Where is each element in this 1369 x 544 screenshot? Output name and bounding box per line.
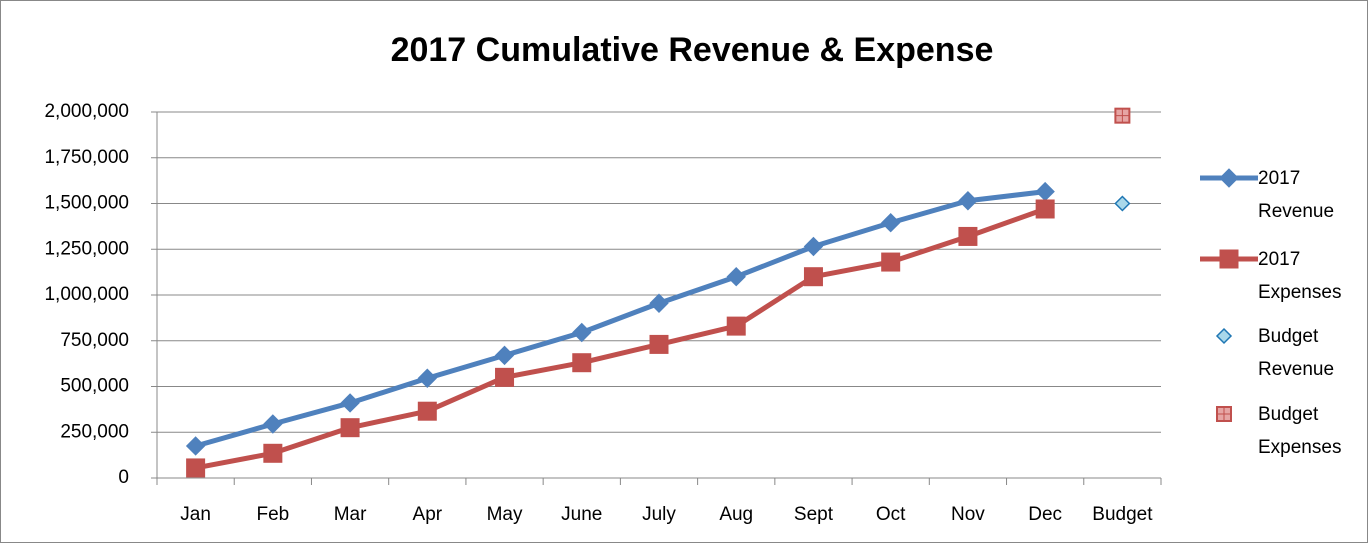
legend-entry: Budget Revenue (1200, 320, 1365, 386)
marker (1035, 199, 1055, 219)
legend-entry: 2017 Expenses (1200, 243, 1365, 309)
x-tick-label: May (487, 504, 523, 525)
marker (495, 367, 515, 387)
y-tick-label: 750,000 (60, 330, 129, 351)
marker-grid (1115, 108, 1130, 123)
marker (726, 316, 746, 336)
marker (649, 334, 669, 354)
legend-label: Budget Revenue (1258, 326, 1335, 380)
x-tick-label: Nov (951, 504, 985, 525)
legend-icon (1216, 406, 1232, 422)
x-tick-label: Mar (334, 504, 367, 525)
marker (1219, 168, 1239, 188)
legend-label: Budget Expenses (1258, 404, 1342, 458)
marker (1114, 195, 1131, 212)
marker (340, 393, 360, 413)
x-tick-label: Jan (180, 504, 211, 525)
y-tick-label: 1,500,000 (44, 193, 129, 214)
legend-icon (1215, 327, 1233, 345)
marker (726, 266, 746, 287)
legend-label: 2017 Revenue (1258, 168, 1335, 222)
x-tick-label: Aug (719, 504, 753, 525)
y-tick-label: 0 (118, 467, 129, 488)
x-tick-label: Apr (413, 504, 443, 525)
marker (186, 458, 206, 478)
marker (1215, 327, 1233, 345)
x-tick-label: Sept (794, 504, 834, 525)
y-tick-label: 2,000,000 (44, 101, 129, 122)
y-tick-label: 1,750,000 (44, 147, 129, 168)
marker (340, 418, 360, 438)
marker (880, 213, 901, 233)
chart-title: 2017 Cumulative Revenue & Expense (391, 31, 994, 69)
marker (572, 353, 592, 373)
marker (958, 226, 978, 246)
series-line (194, 189, 1046, 449)
x-tick-label: June (561, 504, 602, 525)
marker (417, 401, 437, 421)
marker (263, 443, 283, 463)
x-tick-label: Dec (1028, 504, 1062, 525)
marker (263, 414, 283, 434)
series-line (195, 206, 1046, 471)
marker (1219, 249, 1239, 269)
marker (803, 236, 824, 257)
x-tick-label: July (642, 504, 676, 525)
marker (881, 252, 901, 272)
legend-icon (1200, 249, 1258, 269)
y-tick-label: 1,000,000 (44, 284, 129, 305)
x-tick-label: Feb (256, 504, 289, 525)
marker (649, 293, 669, 313)
legend-icon (1200, 168, 1258, 188)
marker (803, 267, 823, 287)
marker-grid (1217, 407, 1231, 421)
x-tick-label: Budget (1092, 504, 1153, 525)
marker (572, 322, 592, 343)
marker (494, 345, 515, 366)
legend-label: 2017 Expenses (1258, 249, 1342, 303)
legend-entry: Budget Expenses (1200, 398, 1365, 464)
y-tick-label: 500,000 (60, 376, 129, 397)
marker (958, 191, 978, 211)
x-tick-label: Oct (876, 504, 906, 525)
marker (417, 368, 438, 388)
marker (185, 436, 206, 456)
legend-entry: 2017 Revenue (1200, 162, 1365, 228)
y-tick-label: 250,000 (60, 421, 129, 442)
y-tick-label: 1,250,000 (44, 238, 129, 259)
